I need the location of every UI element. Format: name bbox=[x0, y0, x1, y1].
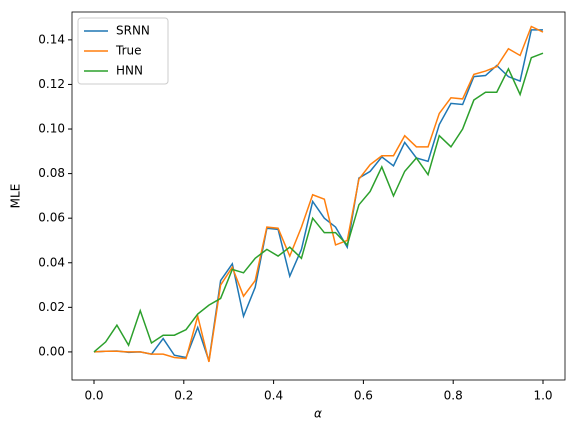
x-tick-label: 0.4 bbox=[264, 389, 283, 403]
legend-label: HNN bbox=[116, 64, 143, 78]
y-tick-label: 0.12 bbox=[38, 77, 65, 91]
x-tick-label: 0.0 bbox=[84, 389, 103, 403]
legend-label: True bbox=[115, 44, 142, 58]
line bbox=[93, 52, 544, 353]
legend-box bbox=[77, 17, 169, 85]
x-tick-label: 0.8 bbox=[444, 389, 463, 403]
y-tick-label: 0.04 bbox=[38, 255, 65, 269]
y-tick-label: 0.14 bbox=[38, 32, 65, 46]
y-axis-label: MLE bbox=[9, 184, 23, 209]
axes-frame bbox=[71, 11, 566, 381]
x-axis-label: α bbox=[314, 407, 322, 421]
y-tick-label: 0.08 bbox=[38, 166, 65, 180]
x-tick-label: 0.2 bbox=[174, 389, 193, 403]
x-tick-label: 0.6 bbox=[354, 389, 373, 403]
y-tick-label: 0.02 bbox=[38, 300, 65, 314]
legend-label: SRNN bbox=[116, 24, 150, 38]
y-tick-label: 0.06 bbox=[38, 211, 65, 225]
y-tick-label: 0.10 bbox=[38, 122, 65, 136]
y-tick-label: 0.00 bbox=[38, 344, 65, 358]
x-tick-label: 1.0 bbox=[533, 389, 552, 403]
line bbox=[93, 25, 544, 363]
line bbox=[93, 29, 543, 362]
